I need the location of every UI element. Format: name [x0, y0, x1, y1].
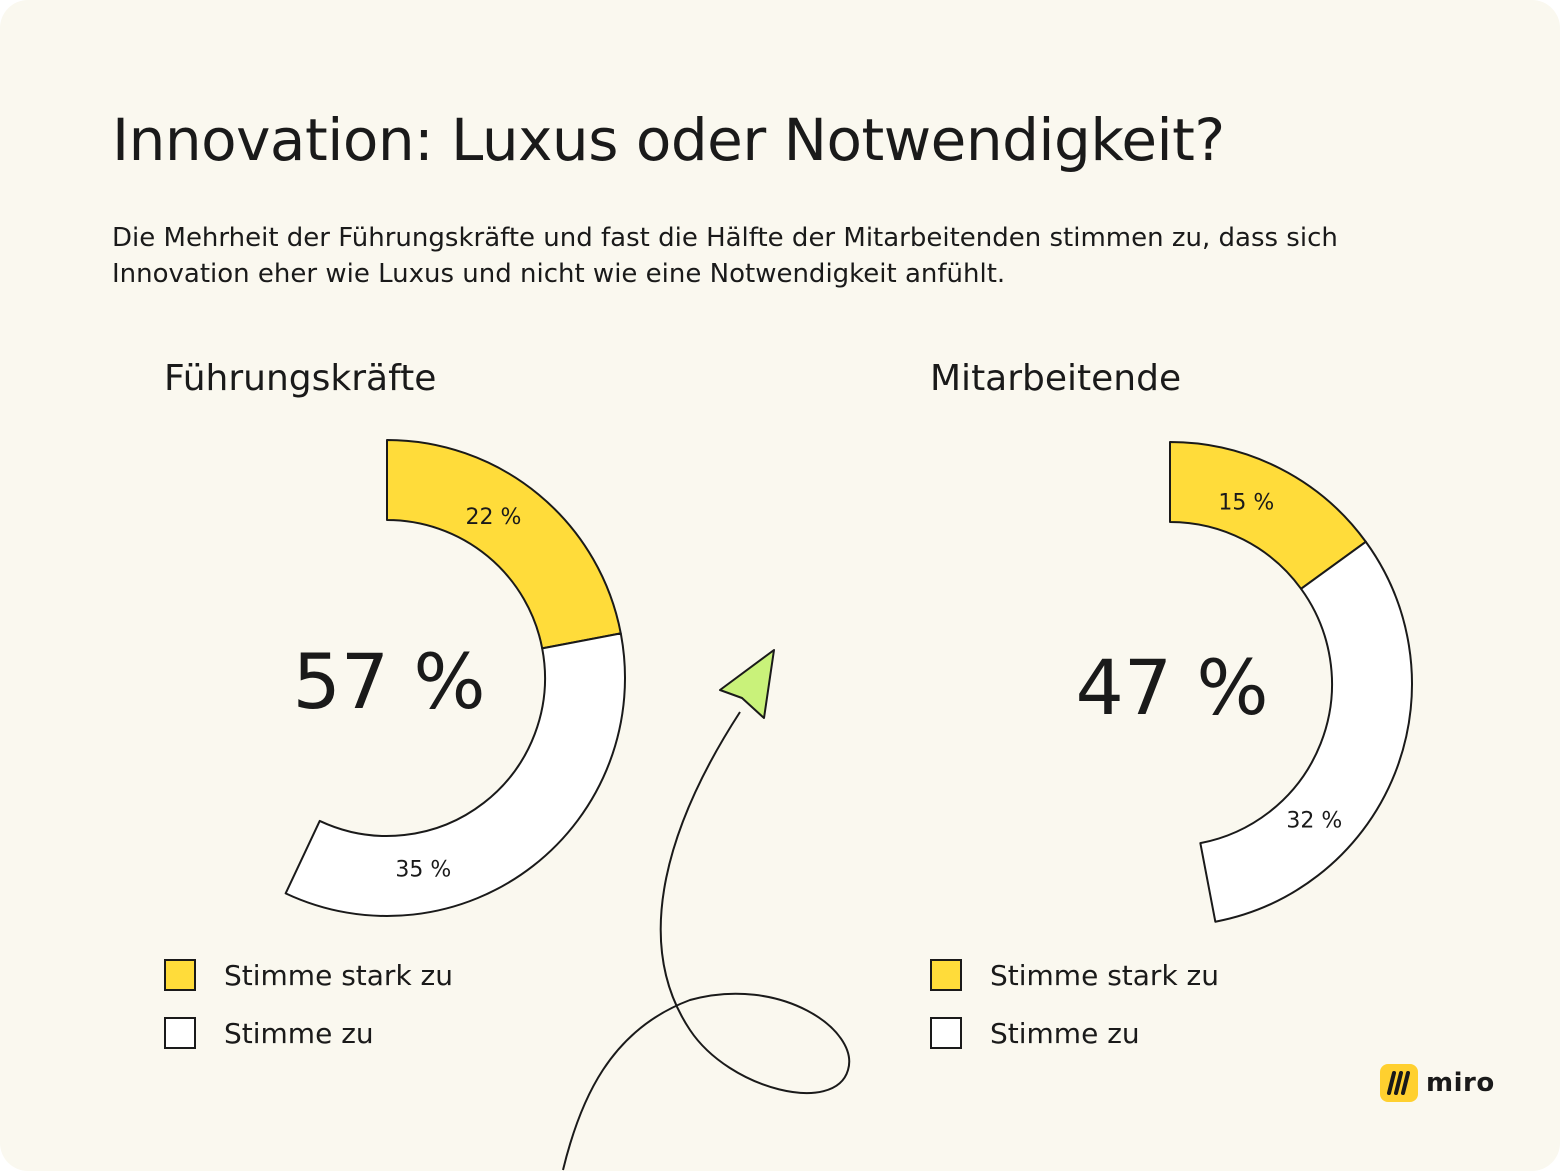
legend-item-agree: Stimme zu [164, 1016, 453, 1050]
swirl-line [562, 711, 851, 1171]
legend-label: Stimme zu [990, 1016, 1140, 1050]
legend-swatch-yellow [930, 959, 962, 991]
slice-label-strongly-agree: 15 % [1218, 490, 1274, 515]
page-subtitle: Die Mehrheit der Führungskräfte und fast… [112, 223, 1338, 289]
legend-swatch-yellow [164, 959, 196, 991]
legend-label: Stimme stark zu [224, 958, 454, 992]
legend-item-agree: Stimme zu [930, 1016, 1219, 1050]
page-title: Innovation: Luxus oder Notwendigkeit? [112, 106, 1225, 174]
total-percentage: 57 % [292, 637, 485, 726]
legend-swatch-white [164, 1017, 196, 1049]
slice-label-agree: 32 % [1286, 809, 1342, 834]
slice-label-strongly-agree: 22 % [465, 505, 521, 530]
slice-strongly-agree [386, 439, 622, 650]
legend-item-strongly-agree: Stimme stark zu [164, 958, 453, 992]
total-percentage: 47 % [1075, 643, 1268, 732]
legend-label: Stimme stark zu [990, 958, 1220, 992]
miro-logo-icon [1380, 1064, 1418, 1102]
legend-item-strongly-agree: Stimme stark zu [930, 958, 1219, 992]
miro-logo: miro [1380, 1064, 1495, 1102]
donut-chart-mitarbeitende: 15 % 32 % 47 % [1075, 441, 1413, 923]
donut-chart-fuehrungskraefte: 22 % 35 % 57 % [284, 439, 626, 917]
legend-swatch-white [930, 1017, 962, 1049]
slice-agree [284, 632, 626, 917]
legend-label: Stimme zu [224, 1016, 374, 1050]
legend-mitarbeitende: Stimme stark zu Stimme zu [930, 958, 1219, 1074]
legend-fuehrungskraefte: Stimme stark zu Stimme zu [164, 958, 453, 1074]
chart-title-fuehrungskraefte: Führungskräfte [164, 358, 437, 399]
miro-logo-text: miro [1426, 1068, 1495, 1098]
slice-agree [1199, 540, 1413, 923]
chart-title-mitarbeitende: Mitarbeitende [930, 358, 1182, 399]
paper-plane-arrow-icon [719, 649, 775, 719]
slice-label-agree: 35 % [395, 858, 451, 883]
